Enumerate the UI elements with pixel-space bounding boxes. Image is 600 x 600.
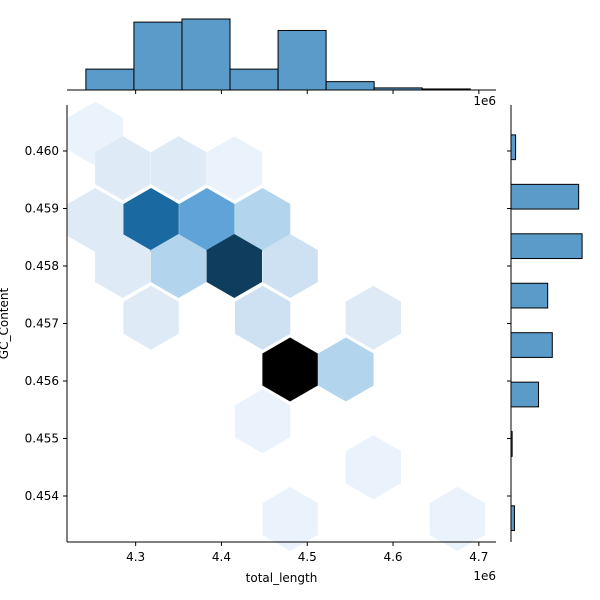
hexbin-cell [67, 188, 123, 252]
right-histogram-bar [510, 282, 549, 309]
right-histogram-ticks [507, 150, 511, 497]
hexbin-cell [206, 136, 262, 201]
y-tick-label: 0.457 [25, 317, 59, 331]
hexbin-cell [262, 487, 318, 551]
top-histogram-bar [181, 18, 231, 91]
x-tick-label: 4.3 [126, 550, 145, 564]
y-axis-label: GC_Content [0, 288, 11, 360]
right-histogram-bar [510, 134, 517, 161]
hexbin-cell [429, 487, 486, 551]
right-histogram-bar [510, 505, 515, 531]
y-tick-label: 0.460 [25, 144, 59, 158]
top-histogram-bar [277, 29, 327, 91]
top-histogram-ticks [135, 90, 480, 94]
hexbin-cell [206, 234, 262, 298]
right-histogram-bar [510, 332, 553, 358]
x-tick-label: 4.4 [212, 550, 231, 564]
y-tick-label: 0.459 [25, 202, 59, 216]
hexbin-cell [234, 285, 291, 350]
y-axis-ticks: 0.454 0.455 0.456 0.457 0.458 0.459 0.460 [25, 144, 67, 503]
top-histogram-bar [85, 68, 135, 91]
y-tick-label: 0.454 [25, 489, 59, 503]
y-tick-label: 0.456 [25, 374, 59, 388]
top-histogram-bar [325, 81, 375, 91]
hexbin-cell [179, 188, 235, 252]
top-histogram-bar [229, 68, 279, 91]
hexbin-cell [150, 136, 207, 201]
y-tick-label: 0.458 [25, 259, 59, 273]
hexbin-cell [262, 234, 318, 298]
hexbin-cell [234, 188, 291, 252]
hexbin-cell [95, 136, 151, 201]
right-histogram-bar [510, 183, 580, 210]
x-tick-label: 4.7 [469, 550, 488, 564]
right-histogram-bar [510, 381, 540, 408]
x-offset-label: 1e6 [473, 569, 496, 583]
top-x-offset-label: 1e6 [473, 94, 496, 108]
x-tick-label: 4.6 [383, 550, 402, 564]
hexbin-cell [234, 389, 291, 454]
hexbin-cell [262, 337, 318, 402]
hexbin-cell [345, 285, 401, 350]
hexbin-cell [123, 285, 179, 350]
hexbin-cells [67, 101, 486, 551]
hexbin-cell [318, 337, 374, 402]
hexbin-cell [150, 234, 207, 298]
hexbin-cell [345, 435, 401, 500]
top-histogram-bar [133, 21, 183, 91]
x-axis-ticks: 4.3 4.4 4.5 4.6 4.7 [126, 542, 488, 564]
hexbin-cell [95, 234, 151, 298]
x-tick-label: 4.5 [298, 550, 317, 564]
hexbin-cell [123, 188, 179, 252]
right-marginal-histogram [510, 134, 583, 531]
right-histogram-bar [510, 233, 583, 260]
x-axis-label: total_length [246, 571, 318, 585]
top-marginal-histogram [85, 18, 471, 91]
y-tick-label: 0.455 [25, 432, 59, 446]
